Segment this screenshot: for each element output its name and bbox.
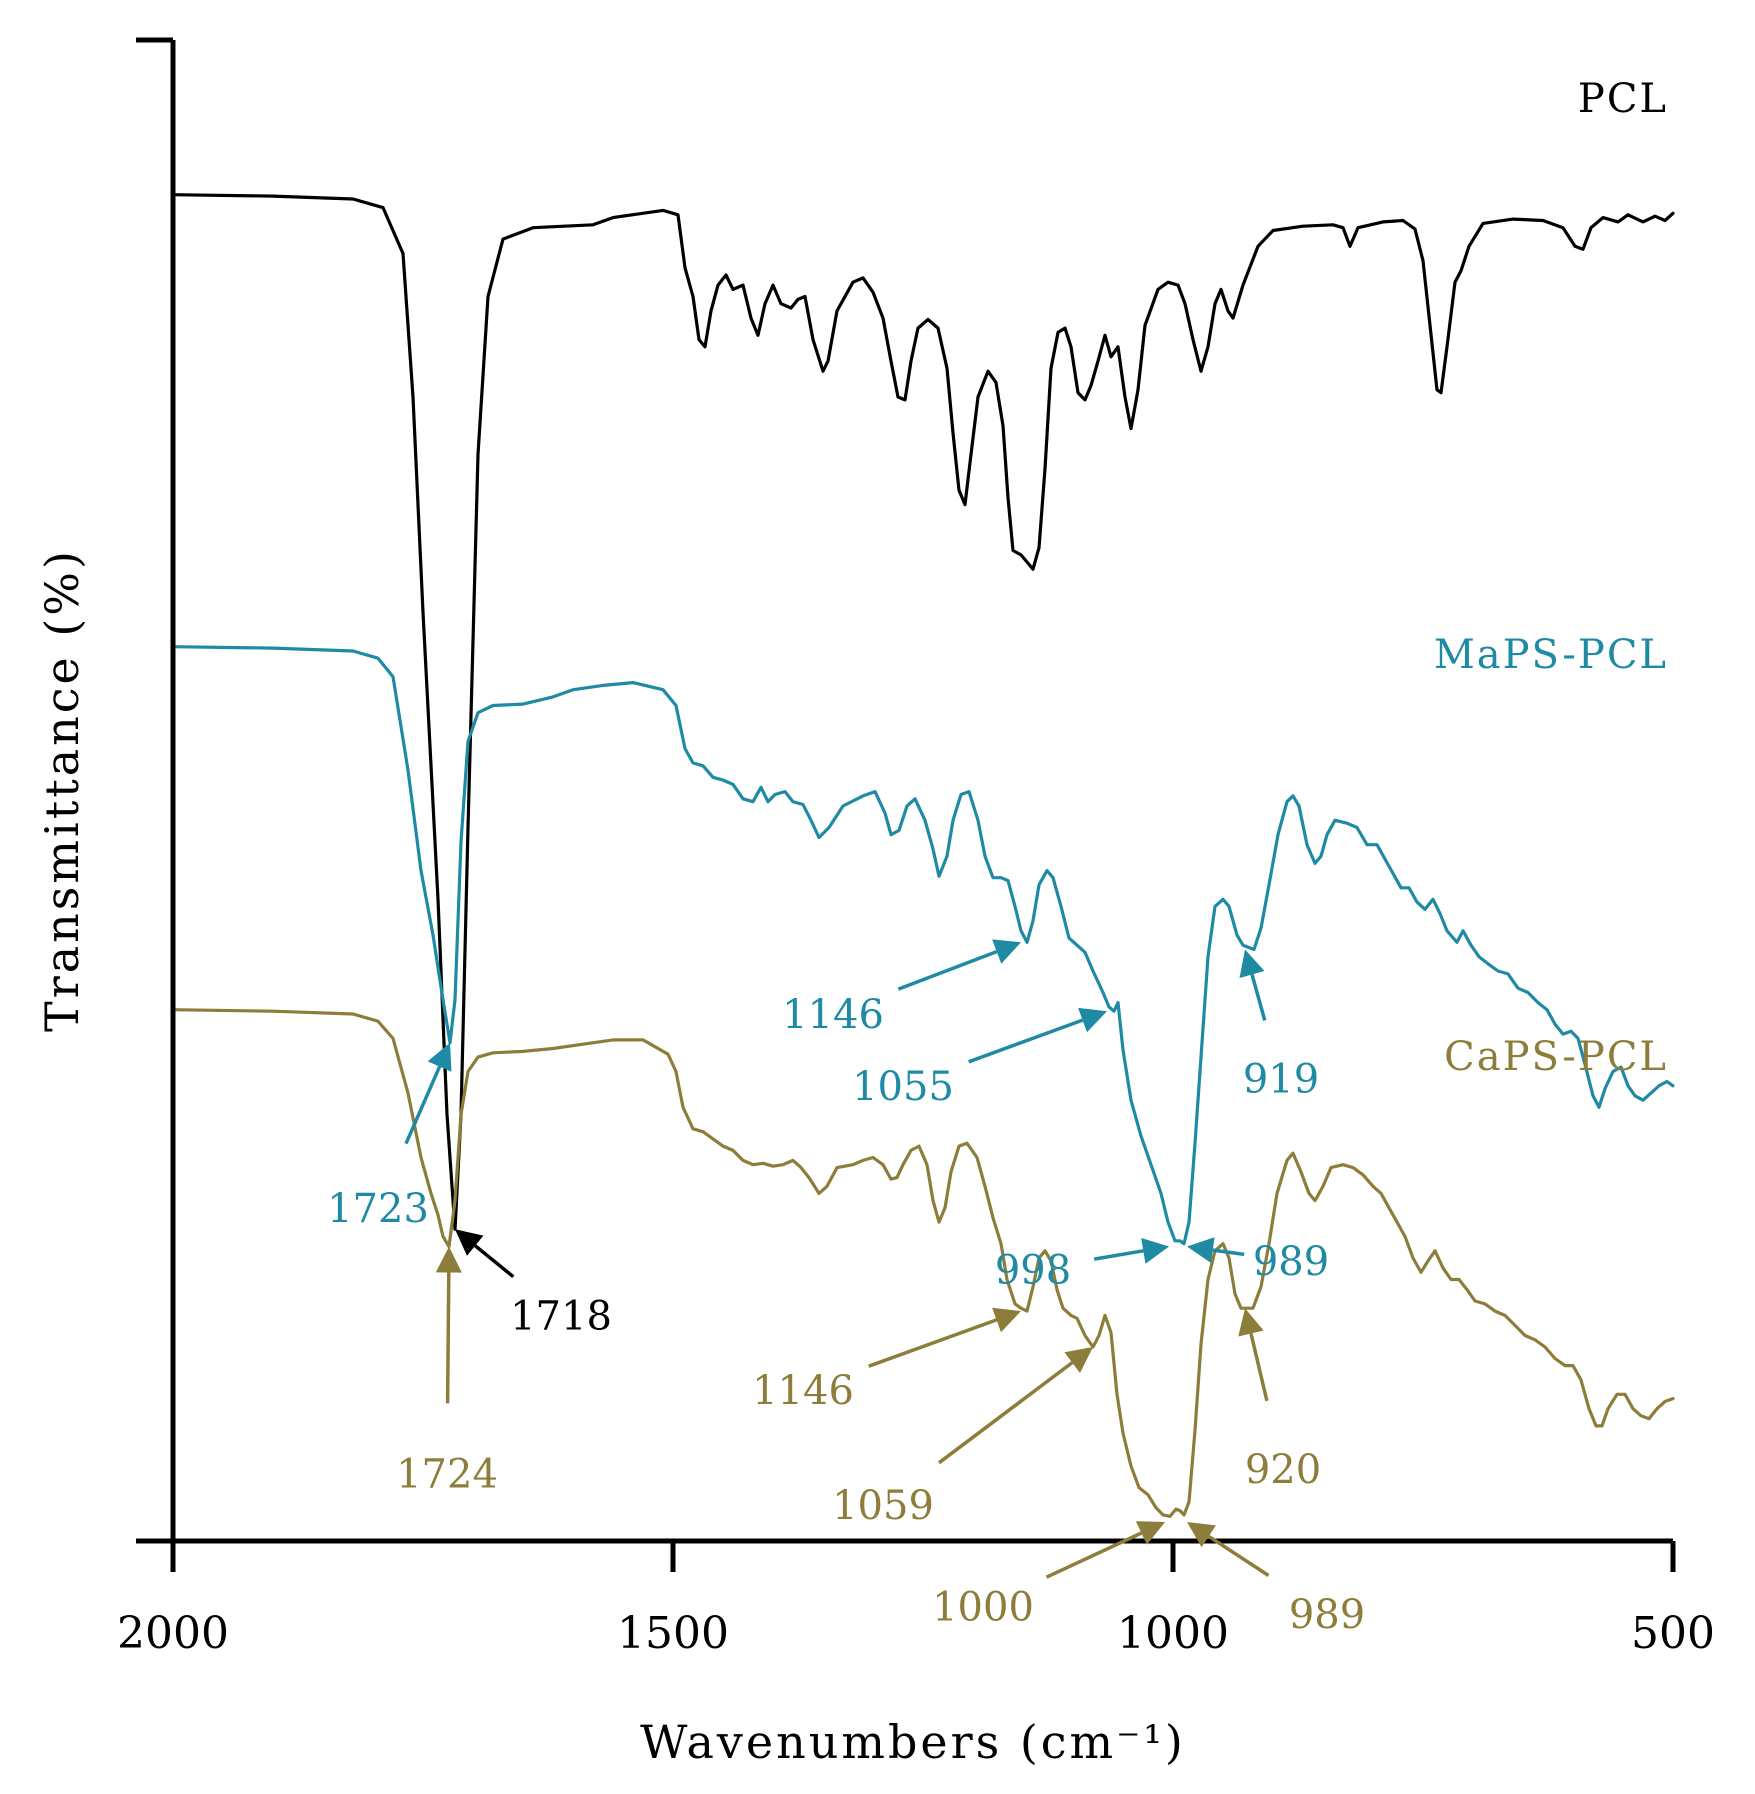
peak-annotation-maps-pcl-1723: 1723 — [327, 1042, 452, 1232]
peak-annotation-maps-pcl-919: 919 — [1239, 949, 1319, 1103]
peak-label: 989 — [1289, 1592, 1365, 1638]
peak-arrow-head — [992, 1307, 1021, 1333]
peak-arrow-shaft — [445, 1272, 451, 1404]
peak-label: 989 — [1253, 1239, 1329, 1285]
series-labels: PCL MaPS-PCL CaPS-PCL — [1434, 76, 1668, 1080]
peak-arrow-head — [1135, 1521, 1165, 1545]
peak-arrow-head — [1239, 949, 1265, 978]
peak-arrow-head — [992, 939, 1021, 964]
x-ticks: 2000 1500 1000 500 — [117, 1541, 1715, 1659]
peak-label: 919 — [1243, 1057, 1319, 1103]
peak-arrow-shaft — [868, 1318, 998, 1368]
series-line-pcl — [171, 193, 1675, 1231]
peak-arrow-head — [1238, 1308, 1264, 1337]
axes — [136, 37, 1673, 1544]
peak-label: 920 — [1245, 1447, 1321, 1493]
peak-arrow-head — [1064, 1347, 1093, 1373]
peak-annotation-caps-pcl-1000: 1000 — [932, 1521, 1165, 1631]
peak-label: 1718 — [510, 1293, 612, 1339]
peak-arrow-shaft — [1250, 974, 1267, 1021]
peak-annotation-maps-pcl-998: 998 — [995, 1238, 1169, 1294]
peak-arrow-shaft — [968, 1018, 1084, 1064]
peak-arrow-shaft — [1207, 1534, 1270, 1577]
peak-arrow-shaft — [474, 1244, 515, 1279]
x-axis-title: Wavenumbers (cm⁻¹) — [640, 1715, 1186, 1769]
x-tick-label-1000: 1000 — [1117, 1608, 1229, 1659]
series-label-maps-pcl: MaPS-PCL — [1434, 632, 1668, 678]
peak-label: 1723 — [327, 1186, 429, 1232]
peak-label: 1146 — [752, 1368, 854, 1414]
peak-arrow-head — [1141, 1238, 1169, 1264]
peak-annotation-caps-pcl-920: 920 — [1238, 1308, 1321, 1493]
peak-annotation-caps-pcl-1146: 1146 — [752, 1307, 1021, 1414]
peak-label: 998 — [995, 1248, 1071, 1294]
peak-arrow-shaft — [897, 949, 998, 991]
peak-label: 1724 — [396, 1451, 498, 1497]
y-axis-title: Transmittance (%) — [35, 548, 89, 1032]
peak-arrow-shaft — [404, 1065, 442, 1145]
peak-arrow-head — [1187, 1522, 1216, 1548]
series-line-caps-pcl — [171, 1008, 1675, 1518]
series-line-maps-pcl — [171, 645, 1675, 1246]
peak-annotation-caps-pcl-1059: 1059 — [832, 1347, 1093, 1529]
peak-label: 1055 — [852, 1064, 954, 1110]
peak-arrow-shaft — [1045, 1531, 1143, 1579]
peak-annotation-maps-pcl-989: 989 — [1187, 1237, 1329, 1285]
peak-arrow-shaft — [937, 1361, 1074, 1465]
peak-annotation-caps-pcl-1724: 1724 — [396, 1246, 498, 1497]
series-layer — [171, 193, 1675, 1518]
peak-arrow-head — [455, 1229, 484, 1256]
peak-label: 1059 — [832, 1483, 934, 1529]
peak-annotations: 1718 1723 1146 1055 998 989 919 1724 1146 1059 920… — [327, 939, 1365, 1638]
peak-annotation-pcl-1718: 1718 — [455, 1229, 612, 1339]
peak-annotation-caps-pcl-989: 989 — [1187, 1522, 1365, 1638]
peak-arrow-shaft — [1212, 1248, 1245, 1257]
peak-arrow-head — [1078, 1007, 1107, 1033]
peak-annotation-maps-pcl-1055: 1055 — [852, 1007, 1107, 1110]
peak-label: 1000 — [932, 1585, 1034, 1631]
peak-label: 1146 — [782, 992, 884, 1038]
peak-annotation-maps-pcl-1146: 1146 — [782, 939, 1021, 1038]
peak-arrow-head — [435, 1246, 462, 1273]
peak-arrow-head — [1187, 1237, 1215, 1263]
peak-arrow-head — [427, 1042, 452, 1072]
peak-arrow-shaft — [1093, 1249, 1144, 1261]
x-tick-label-1500: 1500 — [617, 1608, 729, 1659]
peak-arrow-shaft — [1249, 1333, 1269, 1402]
x-tick-label-2000: 2000 — [117, 1608, 229, 1659]
x-tick-label-500: 500 — [1631, 1608, 1715, 1659]
series-label-caps-pcl: CaPS-PCL — [1444, 1034, 1668, 1080]
series-label-pcl: PCL — [1578, 76, 1668, 122]
